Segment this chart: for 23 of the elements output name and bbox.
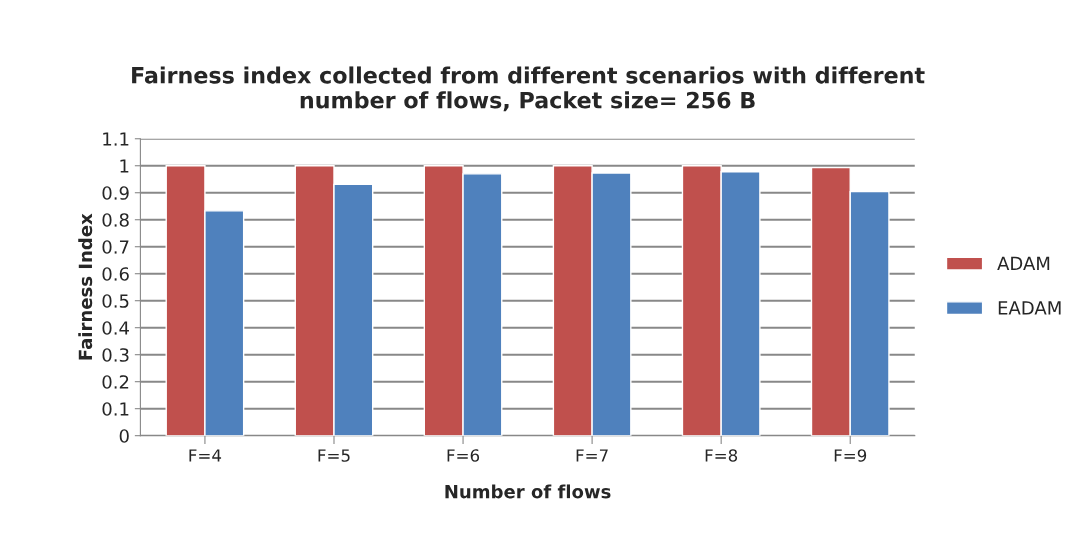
x-tick-label: F=4 xyxy=(189,449,222,462)
x-tick-label: F=7 xyxy=(576,449,608,462)
legend-label: EADAM xyxy=(998,301,1061,315)
y-tick-label: 0.8 xyxy=(102,213,129,227)
x-tick-label: F=9 xyxy=(834,449,867,462)
chart-title: Fairness index collected from different scenarios with different number of flows, Packet size= 256 B xyxy=(132,66,925,112)
y-tick-label: 0.2 xyxy=(102,375,129,389)
y-axis-title: Fairness Index xyxy=(78,213,93,360)
y-tick-label: 0.5 xyxy=(102,294,129,308)
x-tick-label: F=8 xyxy=(705,449,738,462)
y-tick-label: 0.3 xyxy=(102,348,129,362)
y-tick-label: 0.7 xyxy=(102,240,129,254)
x-tick-label: F=6 xyxy=(447,449,480,462)
legend-label: ADAM xyxy=(997,256,1050,270)
y-tick-label: 0.6 xyxy=(102,267,129,281)
x-tick-label: F=5 xyxy=(318,449,350,462)
y-tick-label: 0.9 xyxy=(102,186,129,200)
y-tick-label: 0 xyxy=(119,429,129,443)
y-tick-label: 0.1 xyxy=(102,402,129,416)
y-tick-label: 1.1 xyxy=(103,132,129,146)
y-tick-label: 1 xyxy=(120,159,129,173)
x-axis-title: Number of flows xyxy=(445,484,611,499)
y-tick-label: 0.4 xyxy=(102,321,129,335)
